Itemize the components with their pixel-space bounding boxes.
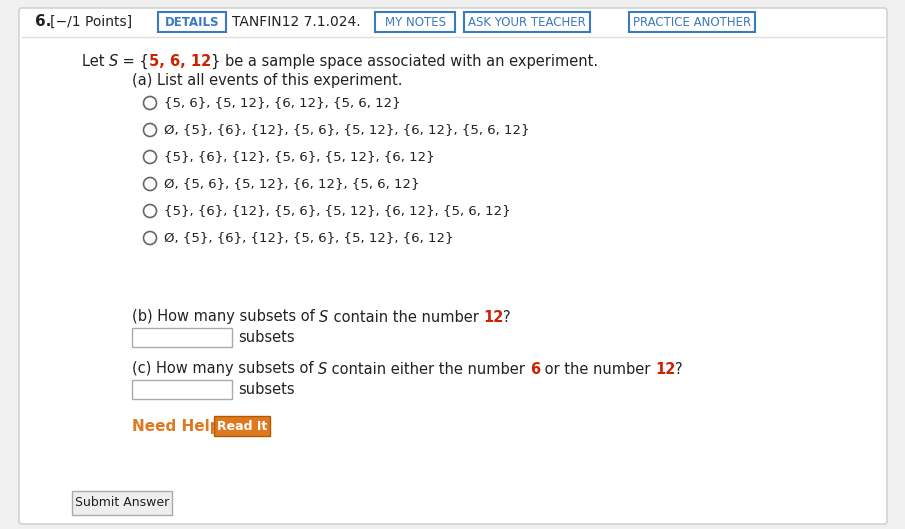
Text: S: S [319,309,329,324]
Text: [−/1 Points]: [−/1 Points] [50,15,132,29]
Text: 5, 6, 12: 5, 6, 12 [149,53,212,68]
Text: ?: ? [675,361,683,377]
Text: 12: 12 [655,361,675,377]
Text: (c) How many subsets of: (c) How many subsets of [132,361,319,377]
Text: 6: 6 [529,361,540,377]
Text: 6.: 6. [35,14,52,30]
Text: Ø, {5, 6}, {5, 12}, {6, 12}, {5, 6, 12}: Ø, {5, 6}, {5, 12}, {6, 12}, {5, 6, 12} [164,178,420,190]
FancyBboxPatch shape [214,416,270,436]
Text: {5}, {6}, {12}, {5, 6}, {5, 12}, {6, 12}: {5}, {6}, {12}, {5, 6}, {5, 12}, {6, 12} [164,150,434,163]
Text: contain the number: contain the number [329,309,483,324]
Text: S: S [319,361,328,377]
Text: ?: ? [503,309,511,324]
Text: 12: 12 [483,309,503,324]
Text: subsets: subsets [238,330,295,344]
Text: PRACTICE ANOTHER: PRACTICE ANOTHER [633,15,751,29]
Text: Ø, {5}, {6}, {12}, {5, 6}, {5, 12}, {6, 12}, {5, 6, 12}: Ø, {5}, {6}, {12}, {5, 6}, {5, 12}, {6, … [164,123,529,136]
Text: Need Help?: Need Help? [132,418,230,433]
Text: MY NOTES: MY NOTES [385,15,445,29]
Bar [132,327,232,346]
Text: TANFIN12 7.1.024.: TANFIN12 7.1.024. [232,15,360,29]
FancyBboxPatch shape [375,12,455,32]
FancyBboxPatch shape [72,491,172,515]
FancyBboxPatch shape [629,12,755,32]
Text: Let: Let [82,53,110,68]
FancyBboxPatch shape [464,12,590,32]
Text: {5, 6}, {5, 12}, {6, 12}, {5, 6, 12}: {5, 6}, {5, 12}, {6, 12}, {5, 6, 12} [164,96,401,110]
Text: (a) List all events of this experiment.: (a) List all events of this experiment. [132,74,403,88]
Text: = {: = { [119,53,149,69]
Text: Ø, {5}, {6}, {12}, {5, 6}, {5, 12}, {6, 12}: Ø, {5}, {6}, {12}, {5, 6}, {5, 12}, {6, … [164,232,453,244]
FancyBboxPatch shape [19,8,887,524]
Text: or the number: or the number [540,361,655,377]
Text: Read It: Read It [217,419,267,433]
Text: (b) How many subsets of: (b) How many subsets of [132,309,319,324]
Text: ASK YOUR TEACHER: ASK YOUR TEACHER [468,15,586,29]
Text: subsets: subsets [238,381,295,397]
Text: {5}, {6}, {12}, {5, 6}, {5, 12}, {6, 12}, {5, 6, 12}: {5}, {6}, {12}, {5, 6}, {5, 12}, {6, 12}… [164,205,510,217]
Text: S: S [110,53,119,68]
FancyBboxPatch shape [158,12,226,32]
Text: contain either the number: contain either the number [328,361,529,377]
Text: Submit Answer: Submit Answer [75,497,169,509]
Bar [132,379,232,398]
Text: DETAILS: DETAILS [165,15,219,29]
Text: } be a sample space associated with an experiment.: } be a sample space associated with an e… [212,53,598,69]
